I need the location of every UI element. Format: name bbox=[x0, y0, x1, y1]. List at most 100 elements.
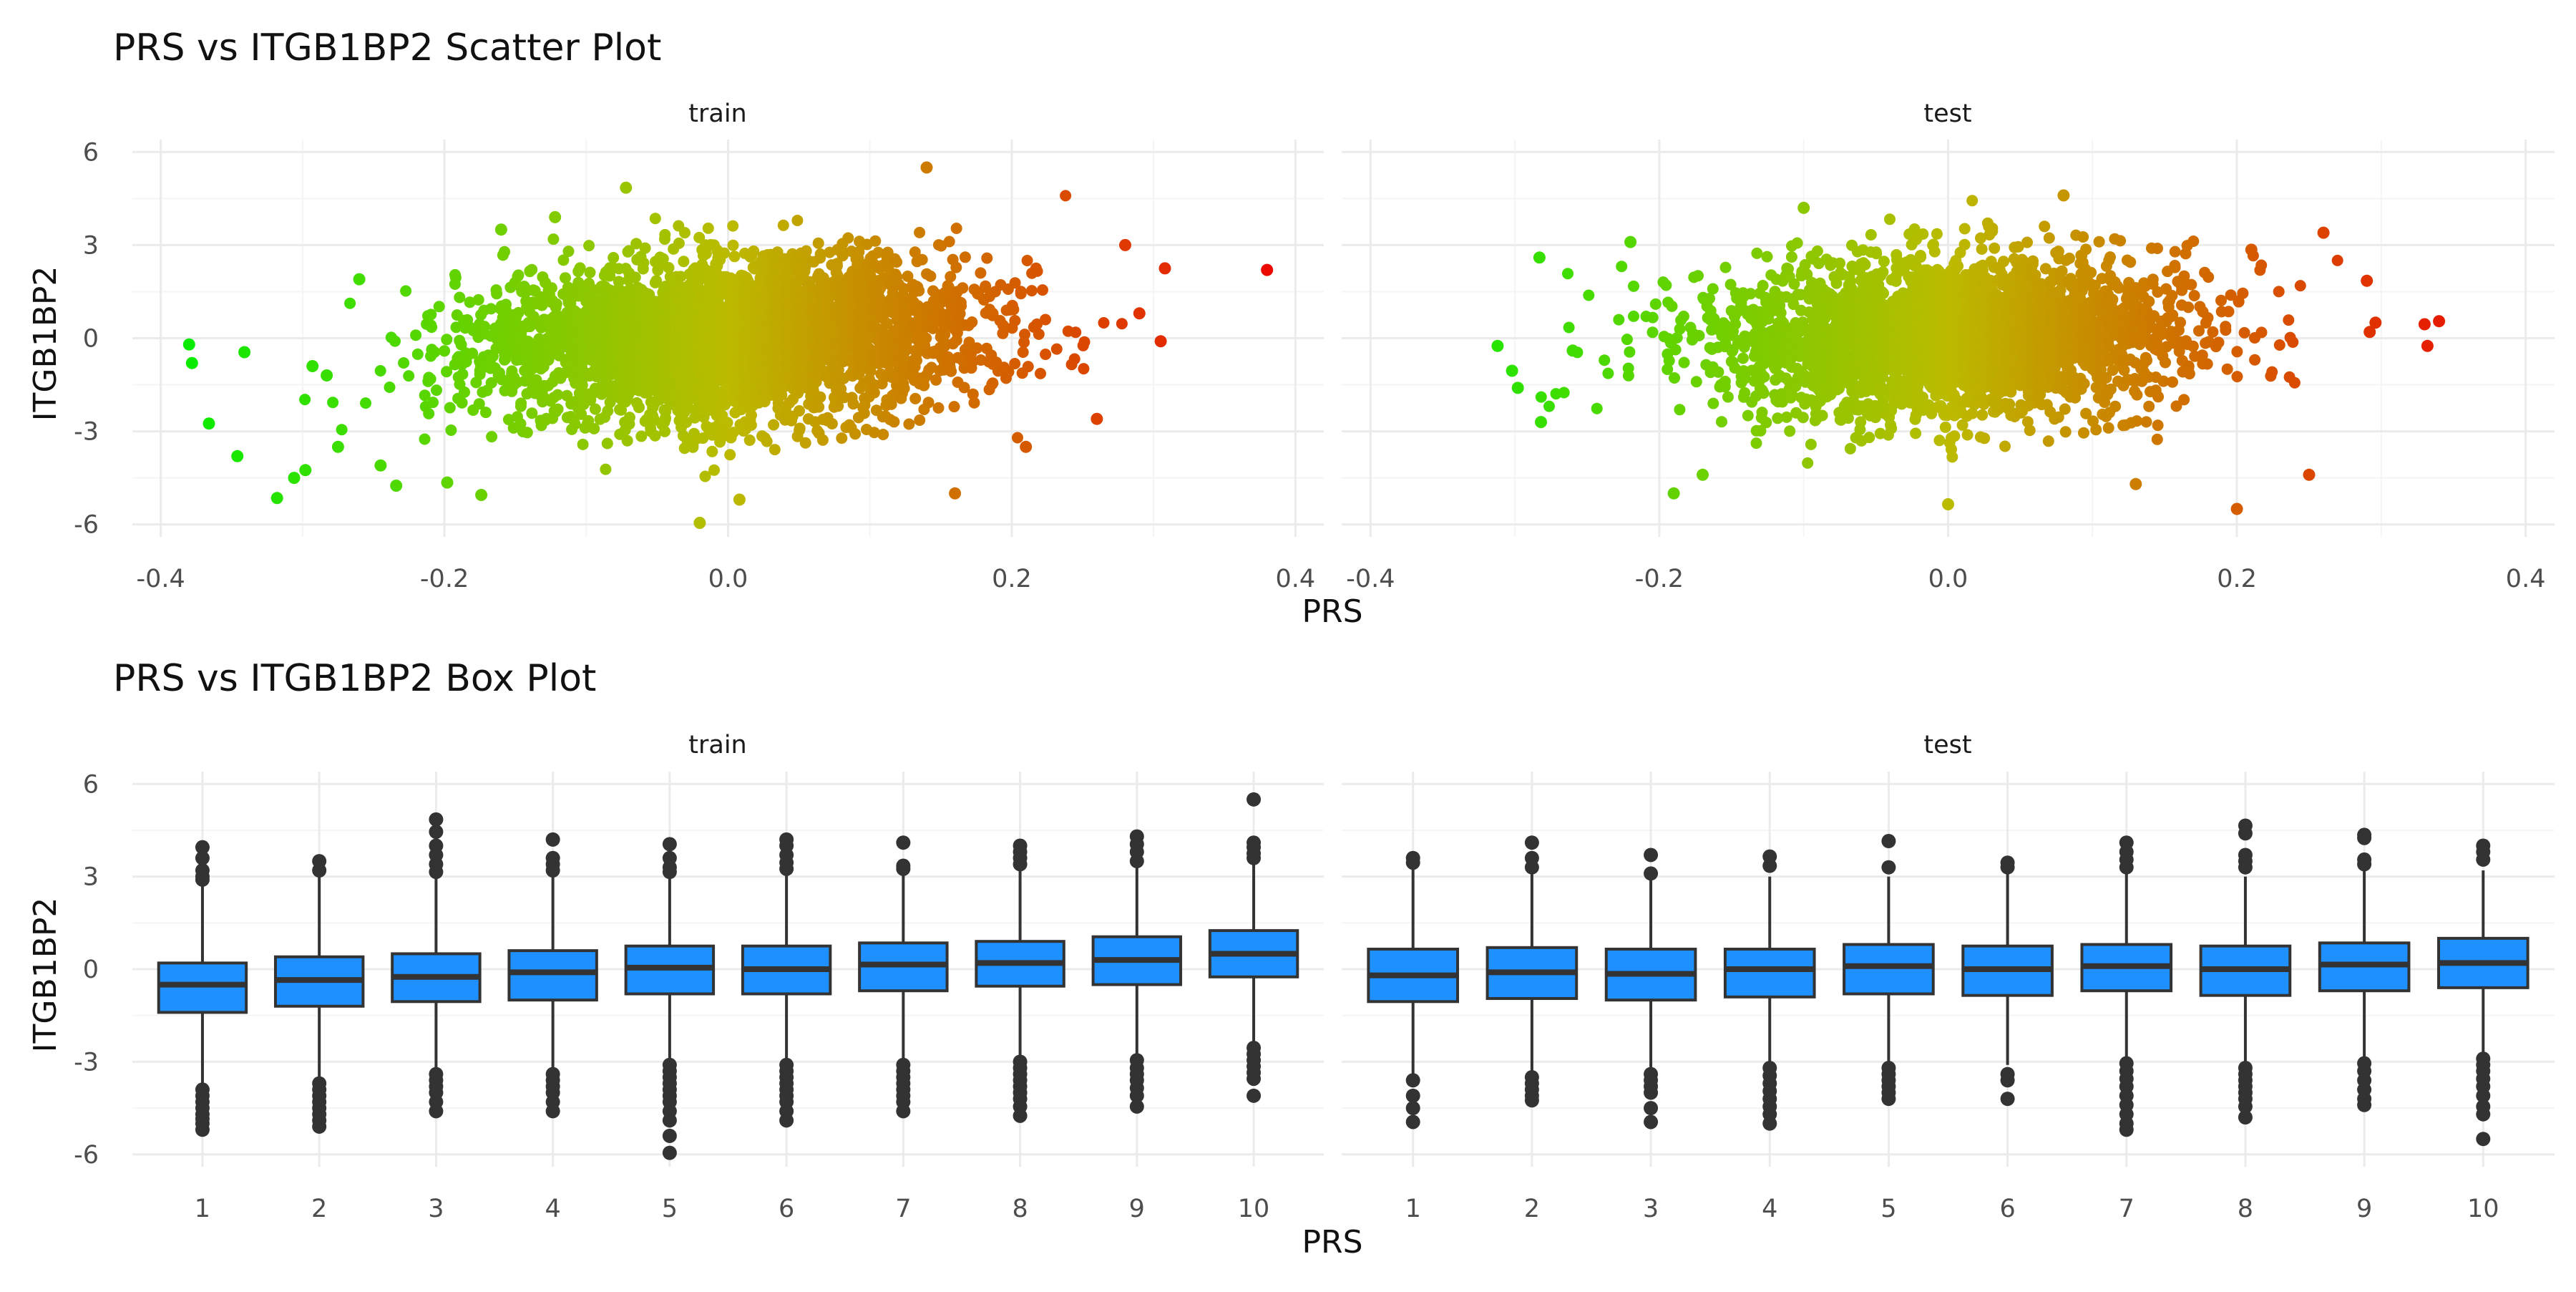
scatter-point bbox=[1070, 326, 1082, 339]
scatter-point bbox=[433, 301, 445, 313]
scatter-point bbox=[638, 257, 650, 269]
scatter-point bbox=[479, 407, 492, 419]
scatter-point bbox=[633, 402, 645, 414]
scatter-point bbox=[1020, 440, 1033, 453]
scatter-point bbox=[1751, 247, 1763, 259]
scatter-point bbox=[1040, 349, 1052, 360]
scatter-point bbox=[932, 402, 945, 414]
scatter-point bbox=[799, 437, 811, 449]
scatter-point bbox=[1583, 289, 1595, 301]
scatter-point bbox=[608, 252, 620, 263]
scatter-point bbox=[460, 356, 472, 368]
scatter-point bbox=[1562, 268, 1574, 280]
scatter-point bbox=[331, 440, 344, 453]
scatter-point bbox=[1784, 425, 1796, 437]
scatter-point bbox=[1628, 280, 1639, 292]
scatter-point bbox=[1154, 335, 1167, 348]
scatter-point bbox=[1050, 343, 1063, 355]
scatter-point bbox=[1535, 391, 1547, 403]
scatter-point bbox=[1761, 251, 1773, 263]
scatter-point bbox=[549, 210, 562, 223]
scatter-point bbox=[679, 227, 691, 239]
scatter-point bbox=[1816, 409, 1828, 422]
scatter-point bbox=[1022, 361, 1034, 373]
scatter-point bbox=[909, 392, 922, 404]
scatter-point bbox=[499, 246, 510, 258]
scatter-point bbox=[485, 303, 497, 315]
scatter-strip-test: test bbox=[1923, 99, 1971, 128]
scatter-point bbox=[1009, 315, 1021, 326]
scatter-point bbox=[836, 432, 848, 445]
scatter-point bbox=[1690, 376, 1702, 388]
scatter-point bbox=[1060, 190, 1072, 202]
scatter-point bbox=[569, 418, 581, 430]
scatter-point bbox=[450, 321, 462, 334]
scatter-point bbox=[454, 291, 466, 303]
scatter-point-cloud bbox=[1535, 195, 2343, 469]
scatter-point bbox=[1719, 261, 1732, 273]
scatter-point bbox=[971, 342, 983, 354]
scatter-point bbox=[1917, 228, 1929, 240]
scatter-point bbox=[327, 397, 339, 409]
scatter-point bbox=[745, 419, 757, 431]
scatter-point bbox=[1261, 263, 1274, 276]
scatter-point bbox=[768, 419, 780, 431]
scatter-point bbox=[479, 321, 491, 333]
scatter-point bbox=[1722, 391, 1734, 403]
scatter-point bbox=[693, 517, 706, 529]
scatter-point bbox=[1622, 369, 1634, 382]
scatter-point bbox=[270, 492, 283, 505]
scatter-point bbox=[777, 219, 789, 231]
scatter-point bbox=[1091, 412, 1103, 425]
scatter-point bbox=[384, 382, 396, 393]
scatter-point bbox=[1719, 375, 1731, 387]
scatter-point bbox=[721, 417, 733, 429]
scatter-point bbox=[868, 387, 880, 399]
scatter-point bbox=[557, 254, 570, 266]
scatter-point bbox=[1628, 310, 1639, 322]
scatter-point bbox=[1750, 437, 1762, 450]
scatter-point bbox=[1616, 261, 1628, 273]
scatter-point bbox=[959, 251, 971, 263]
scatter-point bbox=[639, 242, 651, 254]
scatter-point bbox=[374, 365, 386, 377]
scatter-point-cloud bbox=[299, 190, 1128, 482]
scatter-point bbox=[1928, 246, 1941, 258]
scatter-point bbox=[444, 402, 456, 414]
scatter-point bbox=[1805, 438, 1817, 450]
scatter-point bbox=[1739, 387, 1751, 399]
scatter-point bbox=[950, 261, 962, 273]
scatter-point bbox=[916, 253, 928, 266]
scatter-point bbox=[1012, 432, 1023, 444]
scatter-point bbox=[800, 245, 812, 257]
scatter-point bbox=[1033, 328, 1045, 340]
scatter-point bbox=[441, 366, 453, 378]
scatter-point bbox=[547, 233, 560, 246]
scatter-point bbox=[769, 444, 781, 456]
scatter-point bbox=[441, 334, 453, 346]
scatter-point bbox=[431, 384, 442, 397]
scatter-point bbox=[727, 239, 739, 251]
scatter-point bbox=[794, 405, 805, 417]
scatter-point bbox=[464, 296, 476, 309]
scatter-point bbox=[1756, 407, 1768, 419]
scatter-point bbox=[1017, 346, 1029, 358]
scatter-point bbox=[550, 298, 562, 310]
scatter-point bbox=[826, 418, 838, 429]
scatter-point bbox=[1599, 354, 1611, 366]
scatter-point bbox=[914, 414, 926, 426]
scatter-point bbox=[1646, 326, 1659, 339]
scatter-point bbox=[1910, 427, 1922, 439]
scatter-point bbox=[467, 347, 479, 359]
scatter-point bbox=[601, 437, 613, 450]
scatter-point bbox=[419, 389, 431, 402]
scatter-point bbox=[966, 316, 978, 328]
scatter-point bbox=[1737, 352, 1749, 364]
scatter-point bbox=[390, 480, 403, 492]
scatter-point bbox=[1602, 367, 1614, 379]
scatter-point bbox=[1712, 366, 1724, 378]
scatter-point bbox=[1019, 329, 1030, 341]
scatter-point bbox=[1844, 442, 1856, 455]
scatter-point bbox=[1078, 363, 1090, 375]
